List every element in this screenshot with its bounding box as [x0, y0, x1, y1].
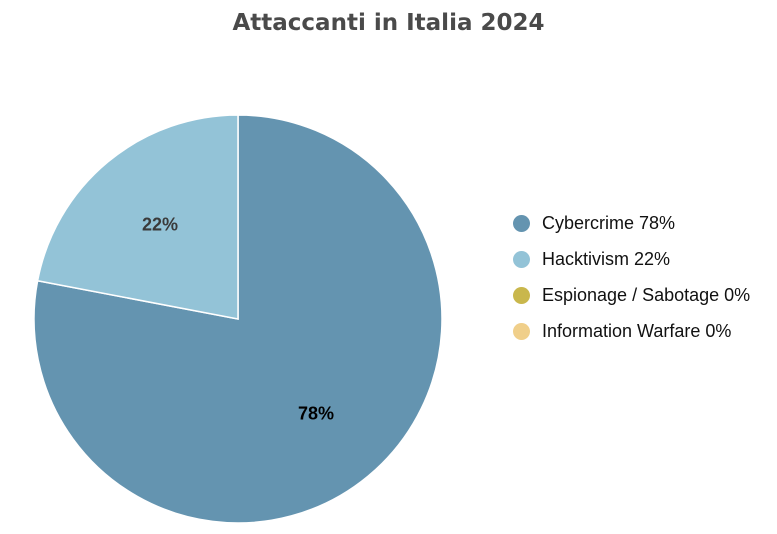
legend-label-cybercrime: Cybercrime 78%: [542, 212, 676, 233]
legend-item-hacktivism[interactable]: Hacktivism 22%: [513, 241, 750, 277]
legend-item-cybercrime[interactable]: Cybercrime 78%: [513, 205, 750, 241]
legend: Cybercrime 78% Hacktivism 22% Espionage …: [513, 205, 750, 349]
legend-item-espionage-sabotage[interactable]: Espionage / Sabotage 0%: [513, 277, 750, 313]
slice-label-hacktivism: 22%: [142, 215, 178, 235]
legend-item-information-warfare[interactable]: Information Warfare 0%: [513, 313, 750, 349]
pie-slice-hacktivism[interactable]: [36, 114, 239, 320]
chart-title: Attaccanti in Italia 2024: [232, 10, 545, 36]
legend-label-espionage-sabotage: Espionage / Sabotage 0%: [542, 284, 751, 305]
legend-swatch-espionage-sabotage: [513, 286, 530, 304]
legend-swatch-hacktivism: [513, 250, 530, 268]
legend-swatch-cybercrime: [513, 214, 530, 232]
legend-label-information-warfare: Information Warfare 0%: [542, 320, 732, 341]
slice-label-cybercrime: 78%: [298, 403, 334, 423]
legend-label-hacktivism: Hacktivism 22%: [542, 248, 671, 269]
legend-swatch-information-warfare: [513, 322, 530, 340]
